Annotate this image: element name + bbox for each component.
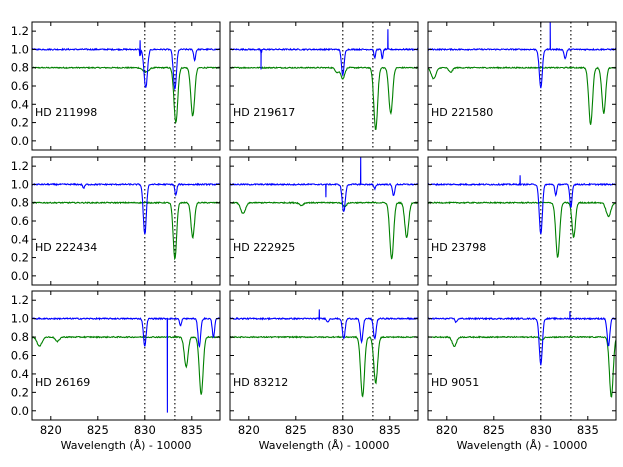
y-tick-label: 0.2 <box>11 251 29 265</box>
panel-frame <box>31 290 221 421</box>
panel-hd-26169: 0.0 0.2 0.4 0.6 0.8 1.0 1.2 820 825 830 835 HD 2616… <box>11 290 221 452</box>
y-tick-label: 0.8 <box>11 196 29 210</box>
series-line-blue <box>428 311 616 366</box>
y-tick-label: 0.4 <box>11 97 29 111</box>
y-tick-label: 1.0 <box>11 177 29 191</box>
panel-hd-221580: HD 221580 <box>427 21 617 151</box>
y-tick-label: 0.6 <box>11 349 29 363</box>
x-tick-label: 820 <box>40 423 62 437</box>
panel-frame <box>229 21 419 151</box>
series-line-green <box>230 201 418 260</box>
panel-label: HD 219617 <box>233 106 295 119</box>
x-tick-label: 835 <box>577 423 599 437</box>
series-line-green <box>32 201 220 261</box>
x-tick-label: 825 <box>87 423 109 437</box>
y-tick-label: 0.0 <box>11 269 29 283</box>
series-line-blue <box>230 309 418 345</box>
y-tick-label: 0.0 <box>11 134 29 148</box>
panel-label: HD 26169 <box>35 376 90 389</box>
x-tick-label: 825 <box>483 423 505 437</box>
series-line-blue <box>32 316 220 413</box>
panel-frame <box>229 290 419 421</box>
panel-label: HD 23798 <box>431 241 486 254</box>
panel-label: HD 222925 <box>233 241 295 254</box>
series-line-green <box>428 66 616 125</box>
x-axis-label: Wavelength (Å) - 10000 <box>61 439 192 452</box>
panel-frame <box>31 156 221 286</box>
y-tick-label: 1.2 <box>11 293 29 307</box>
y-tick-label: 0.8 <box>11 61 29 75</box>
panel-label: HD 9051 <box>431 376 479 389</box>
x-axis-label: Wavelength (Å) - 10000 <box>259 439 390 452</box>
x-tick-label: 830 <box>530 423 552 437</box>
panel-label: HD 211998 <box>35 106 97 119</box>
x-tick-label: 830 <box>134 423 156 437</box>
x-tick-label: 835 <box>379 423 401 437</box>
x-tick-label: 820 <box>238 423 260 437</box>
panel-frame <box>427 290 617 421</box>
panel-hd-211998: 0.0 0.2 0.4 0.6 0.8 1.0 1.2 HD 211998 <box>11 21 221 151</box>
series-line-blue <box>230 29 418 77</box>
panel-hd-219617: HD 219617 <box>229 21 419 151</box>
y-tick-label: 0.0 <box>11 404 29 418</box>
y-tick-label: 0.6 <box>11 214 29 228</box>
series-line-green <box>32 66 220 125</box>
y-tick-label: 0.4 <box>11 367 29 381</box>
y-tick-label: 0.6 <box>11 79 29 93</box>
panel-hd-222925: HD 222925 <box>229 156 419 286</box>
panel-frame <box>31 21 221 151</box>
panel-label: HD 83212 <box>233 376 288 389</box>
y-tick-label: 0.4 <box>11 232 29 246</box>
y-tick-label: 0.8 <box>11 330 29 344</box>
x-axis-label: Wavelength (Å) - 10000 <box>457 439 588 452</box>
panel-hd-9051: 820 825 830 835 HD 9051 Wavelength (Å) - 1000… <box>427 290 617 452</box>
panel-label: HD 222434 <box>35 241 97 254</box>
x-tick-label: 825 <box>285 423 307 437</box>
series-line-green <box>428 335 616 398</box>
series-line-blue <box>230 157 418 212</box>
series-line-green <box>32 335 220 395</box>
panel-frame <box>229 156 419 286</box>
series-line-blue <box>32 182 220 235</box>
series-line-green <box>230 66 418 131</box>
y-tick-label: 1.2 <box>11 159 29 173</box>
y-tick-label: 1.2 <box>11 24 29 38</box>
series-line-green <box>230 335 418 398</box>
x-tick-label: 820 <box>436 423 458 437</box>
panel-frame <box>427 156 617 286</box>
x-tick-label: 835 <box>181 423 203 437</box>
panel-hd-222434: 0.0 0.2 0.4 0.6 0.8 1.0 1.2 HD 222434 <box>11 156 221 286</box>
y-tick-label: 0.2 <box>11 116 29 130</box>
y-tick-label: 1.0 <box>11 42 29 56</box>
series-line-blue <box>428 175 616 235</box>
series-line-blue <box>428 22 616 89</box>
series-line-green <box>428 201 616 259</box>
panel-hd-23798: HD 23798 <box>427 156 617 286</box>
y-tick-label: 1.0 <box>11 312 29 326</box>
y-tick-label: 0.2 <box>11 385 29 399</box>
series-line-blue <box>32 40 220 91</box>
panel-hd-83212: 820 825 830 835 HD 83212 Wavelength (Å) - 100… <box>229 290 419 452</box>
panel-label: HD 221580 <box>431 106 493 119</box>
x-tick-label: 830 <box>332 423 354 437</box>
